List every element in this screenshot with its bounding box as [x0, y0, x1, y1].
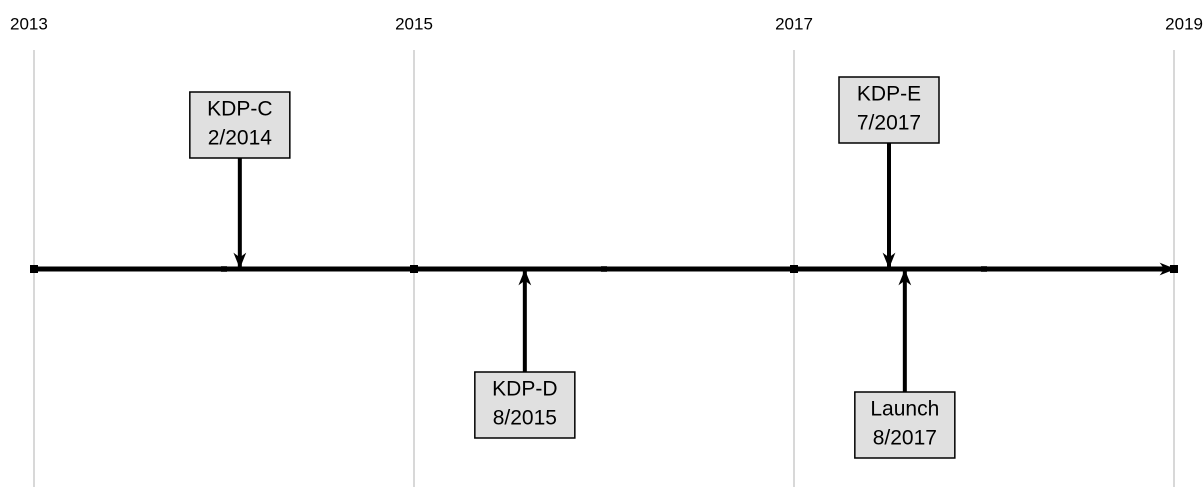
event: KDP-D 8/2015 [474, 269, 576, 439]
event-label: Launch [870, 398, 939, 421]
event-label: KDP-C [207, 98, 272, 121]
event-box [189, 91, 291, 159]
event-date: 7/2017 [857, 112, 921, 135]
event-box [838, 76, 940, 144]
event: KDP-E 7/2017 [838, 76, 940, 269]
event-date: 8/2017 [873, 427, 937, 450]
year-label: 2015 [395, 14, 433, 33]
event-date: 8/2015 [493, 407, 557, 430]
year-label: 2019 [1165, 14, 1203, 33]
event-date: 2/2014 [208, 127, 273, 150]
year-label: 2013 [10, 14, 48, 33]
event: Launch 8/2017 [854, 269, 956, 459]
event-box [854, 391, 956, 459]
event: KDP-C 2/2014 [189, 91, 291, 269]
event-label: KDP-E [857, 83, 921, 106]
event-label: KDP-D [492, 378, 557, 401]
year-label: 2017 [775, 14, 813, 33]
